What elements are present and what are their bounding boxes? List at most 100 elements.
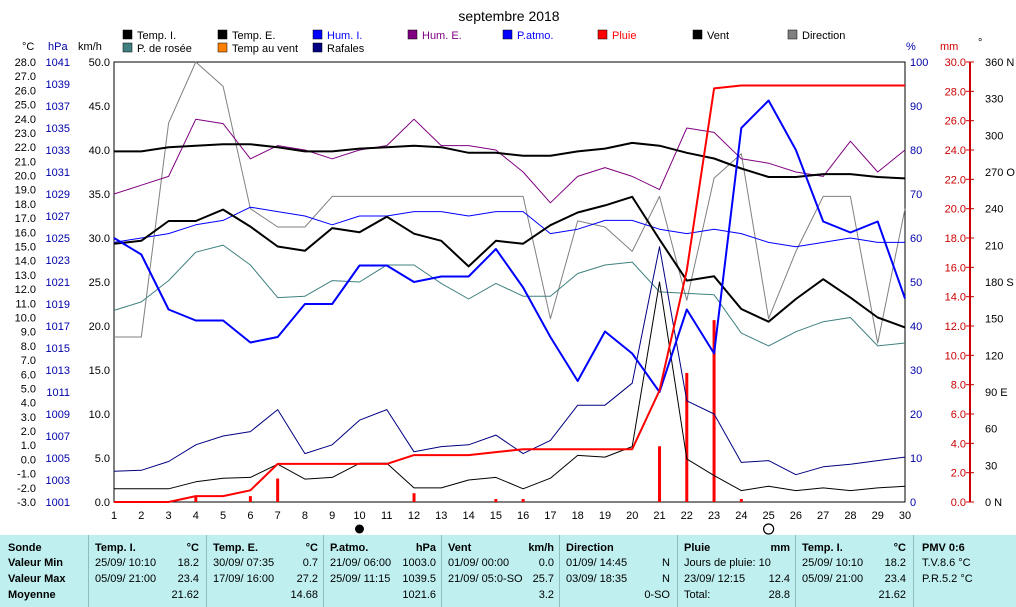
tick-label-direction: 270 O [985, 167, 1015, 179]
tick-label-direction: 360 N [985, 57, 1014, 69]
x-tick-label: 1 [111, 510, 117, 522]
vent-min-date: 01/09/ 00:00 [448, 557, 510, 569]
summary-direction: Direction 01/09/ 14:45 N 03/09/ 18:35 N … [559, 535, 678, 607]
temp-i-max-date: 05/09/ 21:00 [95, 573, 157, 585]
tick-label-hpa: 1011 [46, 387, 70, 399]
tick-label-celsius: 7.0 [21, 355, 36, 367]
tick-label-celsius: 22.0 [15, 142, 36, 154]
legend-label: Rafales [327, 43, 365, 55]
unit-percent: % [906, 41, 916, 53]
tick-label-kmh: 30.0 [89, 233, 110, 245]
x-tick-label: 28 [844, 510, 856, 522]
tick-label-percent: 60 [910, 233, 922, 245]
temp-e-max-date: 17/09/ 16:00 [213, 573, 275, 585]
legend-label: Temp. E. [232, 30, 275, 42]
x-tick-label: 3 [165, 510, 171, 522]
tick-label-celsius: 10.0 [15, 312, 36, 324]
direction-max-val: N [662, 573, 670, 585]
temp-i-avg: 21.62 [171, 589, 199, 601]
tick-label-celsius: 24.0 [15, 114, 36, 126]
tick-label-mm: 10.0 [945, 350, 966, 362]
tick-label-percent: 70 [910, 189, 922, 201]
tick-label-kmh: 5.0 [95, 453, 110, 465]
tick-label-mm: 12.0 [945, 321, 966, 333]
tick-label-hpa: 1015 [46, 343, 70, 355]
patmo-min-date: 21/09/ 06:00 [330, 557, 392, 569]
legend-swatch [692, 29, 703, 40]
x-tick-label: 16 [517, 510, 529, 522]
temp-i-unit: °C [186, 542, 199, 554]
tick-label-celsius: -3.0 [17, 497, 36, 509]
tick-label-percent: 80 [910, 145, 922, 157]
summary-temp-i: Temp. I. °C 25/09/ 10:10 18.2 05/09/ 21:… [88, 535, 207, 607]
tick-label-mm: 16.0 [945, 262, 966, 274]
temp-i2-min-val: 18.2 [884, 557, 906, 569]
tick-label-hpa: 1029 [46, 189, 70, 201]
tick-label-direction: 30 [985, 460, 997, 472]
tick-label-mm: 22.0 [945, 174, 966, 186]
rain-bar [739, 499, 743, 502]
tick-label-celsius: 9.0 [21, 327, 36, 339]
vent-max-val: 25.7 [532, 573, 554, 585]
x-tick-label: 14 [462, 510, 474, 522]
direction-min-date: 01/09/ 14:45 [566, 557, 628, 569]
x-tick-label: 23 [708, 510, 720, 522]
vent-max-date: 21/09/ 05:0-SO [448, 573, 523, 585]
tick-label-direction: 90 E [985, 387, 1008, 399]
unit-mm: mm [940, 41, 958, 53]
tick-label-hpa: 1031 [46, 167, 70, 179]
legend-swatch [312, 42, 323, 53]
tick-label-hpa: 1017 [46, 321, 70, 333]
chart-legend: Temp. I. Temp. E. Hum. I. Hum. E. P.atmo. Plu… [122, 29, 845, 55]
tick-label-hpa: 1035 [46, 123, 70, 135]
legend-label: P.atmo. [517, 30, 554, 42]
tick-label-celsius: -1.0 [17, 469, 36, 481]
legend-label: Hum. I. [327, 30, 362, 42]
pluie-title: Pluie [684, 542, 711, 554]
new-moon-icon [354, 524, 364, 534]
summary-table: Sonde Valeur Min Valeur Max Moyenne Temp… [0, 535, 1016, 607]
tick-label-hpa: 1041 [46, 57, 70, 69]
tick-label-percent: 10 [910, 453, 922, 465]
legend-swatch [407, 29, 418, 40]
x-tick-label: 22 [681, 510, 693, 522]
legend-swatch [502, 29, 513, 40]
tick-label-celsius: 0.0 [21, 454, 36, 466]
pmv-pr: P.R.5.2 °C [922, 573, 973, 585]
tick-label-direction: 0 N [985, 497, 1002, 509]
moon-phases [354, 523, 775, 535]
legend-swatch [122, 42, 133, 53]
x-tick-label: 7 [275, 510, 281, 522]
x-tick-label: 29 [872, 510, 884, 522]
x-tick-label: 6 [247, 510, 253, 522]
legend-swatch [122, 29, 133, 40]
direction-max-date: 03/09/ 18:35 [566, 573, 628, 585]
x-tick-label: 20 [626, 510, 638, 522]
tick-label-hpa: 1009 [46, 409, 70, 421]
tick-label-celsius: 3.0 [21, 412, 36, 424]
tick-label-celsius: 17.0 [15, 213, 36, 225]
chart-title: septembre 2018 [458, 8, 559, 24]
direction-min-val: N [662, 557, 670, 569]
tick-label-hpa: 1023 [46, 255, 70, 267]
series-line-rafales [113, 246, 906, 476]
pluie-days: Jours de pluie: 10 [684, 557, 771, 569]
tick-label-mm: 0.0 [951, 497, 966, 509]
temp-i-min-val: 18.2 [177, 557, 199, 569]
direction-title: Direction [566, 542, 614, 554]
tick-label-celsius: 27.0 [15, 71, 36, 83]
pluie-max-date: 23/09/ 12:15 [684, 573, 746, 585]
x-tick-label: 27 [817, 510, 829, 522]
unit-hpa: hPa [48, 41, 68, 53]
temp-i2-avg: 21.62 [878, 589, 906, 601]
tick-label-direction: 180 S [985, 277, 1014, 289]
tick-label-celsius: 11.0 [15, 298, 36, 310]
tick-label-celsius: 15.0 [15, 242, 36, 254]
temp-e-max-val: 27.2 [296, 573, 318, 585]
tick-label-kmh: 15.0 [89, 365, 110, 377]
temp-e-unit: °C [305, 542, 318, 554]
tick-label-celsius: 26.0 [15, 85, 36, 97]
tick-label-direction: 150 [985, 314, 1003, 326]
tick-label-percent: 20 [910, 409, 922, 421]
temp-i2-max-date: 05/09/ 21:00 [802, 573, 864, 585]
